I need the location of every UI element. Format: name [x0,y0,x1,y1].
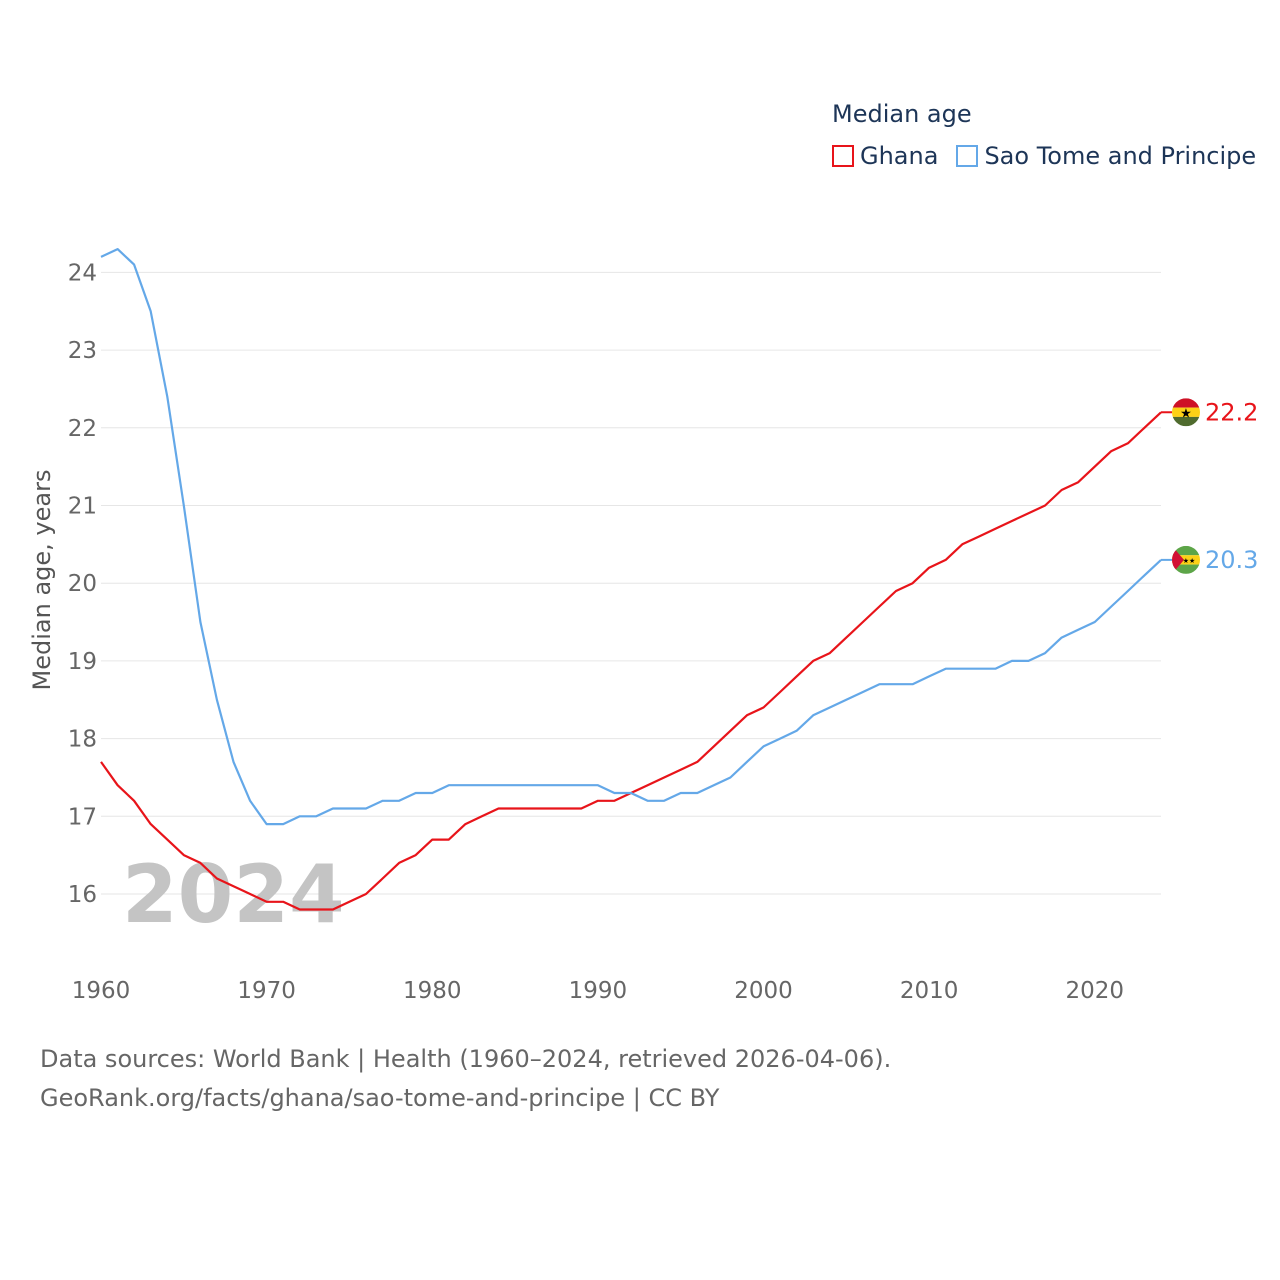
legend-item-ghana[interactable]: Ghana [832,142,938,170]
end-value-label: 20.3 [1205,546,1258,574]
y-tick-label: 22 [68,416,97,442]
sao-tome-flag-icon: ★★ [1172,545,1200,574]
source-line-2[interactable]: GeoRank.org/facts/ghana/sao-tome-and-pri… [40,1084,720,1112]
x-tick-label: 2020 [1065,978,1124,1004]
legend-item-sao-tome[interactable]: Sao Tome and Principe [956,142,1256,170]
legend-title: Median age [832,100,972,128]
y-tick-label: 19 [68,649,97,675]
x-axis-ticks: 1960 1970 1980 1990 2000 2010 2020 [72,978,1124,1004]
y-tick-label: 16 [68,882,97,908]
line-chart: 16 17 18 19 20 21 22 23 24 1960 1970 1980 1990 2000 2… [28,248,1258,1004]
series-lines [100,248,1162,911]
legend-swatch-sao-tome [956,145,979,167]
legend: Ghana Sao Tome and Principe [832,142,1274,170]
y-tick-label: 21 [68,494,97,520]
series-line-sao-tome[interactable] [100,248,1162,826]
y-tick-label: 17 [68,804,97,830]
y-axis-label: Median age, years [28,470,56,691]
y-tick-label: 23 [68,338,97,364]
x-tick-label: 1960 [72,978,131,1004]
source-line-1: Data sources: World Bank | Health (1960–… [40,1045,892,1073]
end-flags: ★ 22.2 ★★ 20.3 [1161,398,1258,574]
ghana-flag-icon: ★ [1172,398,1200,427]
year-overlay: 2024 [122,848,345,941]
y-tick-label: 20 [68,571,97,597]
end-value-label: 22.2 [1205,398,1258,426]
svg-text:★: ★ [1180,406,1192,421]
y-tick-label: 24 [68,260,97,286]
x-tick-label: 2000 [734,978,793,1004]
x-tick-label: 1970 [237,978,296,1004]
legend-swatch-ghana [832,145,854,167]
legend-label-sao-tome: Sao Tome and Principe [984,142,1257,170]
x-tick-label: 1980 [403,978,462,1004]
svg-text:★★: ★★ [1183,557,1196,565]
legend-label-ghana: Ghana [860,142,939,170]
x-tick-label: 2010 [900,978,959,1004]
gridlines [101,271,1161,895]
y-axis-ticks: 16 17 18 19 20 21 22 23 24 [68,260,97,908]
y-tick-label: 18 [68,727,97,753]
x-tick-label: 1990 [569,978,628,1004]
